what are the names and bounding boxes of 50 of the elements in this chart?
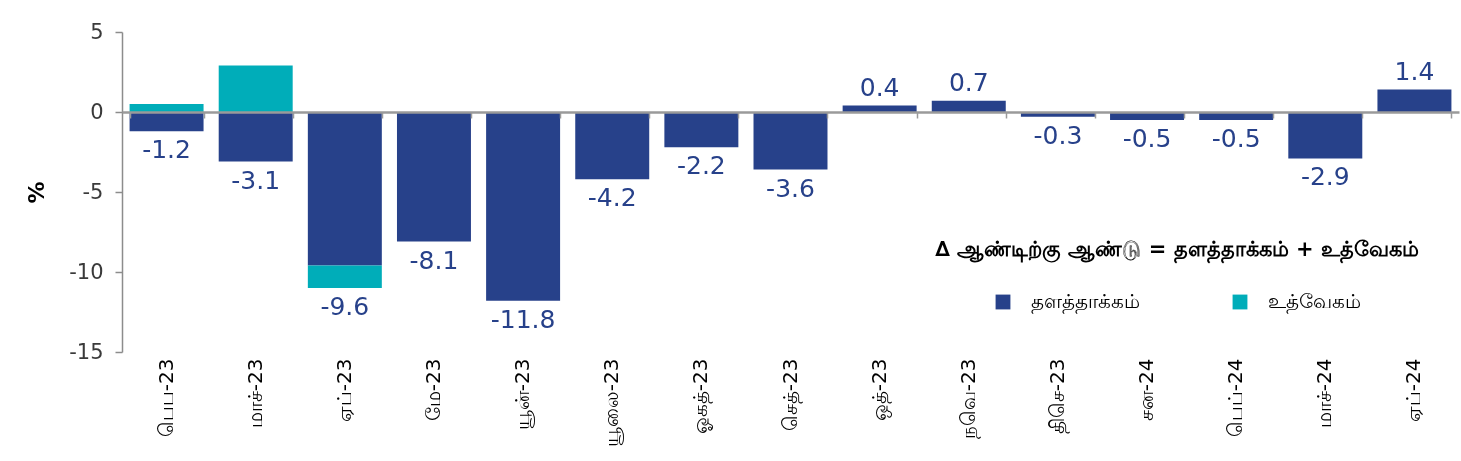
x-tick-label: மாச்-23 [242, 358, 267, 429]
data-label: -3.6 [766, 173, 815, 203]
data-label: 0.7 [948, 67, 989, 97]
data-label: -4.2 [587, 183, 637, 213]
legend-label: உத்வேகம் [1268, 289, 1361, 314]
data-label: -0.5 [1122, 124, 1172, 153]
data-label: -1.2 [142, 135, 191, 165]
data-label: -3.1 [231, 165, 281, 195]
data-label: -8.1 [409, 245, 459, 275]
bar [1288, 112, 1363, 159]
x-tick-label: யூலை-23 [599, 358, 625, 448]
x-tick-label: பெப்-24 [1223, 358, 1248, 438]
y-tick-label: -10 [69, 259, 104, 284]
y-tick-label: 5 [90, 19, 104, 44]
x-tick-label: திசெ-23 [1044, 358, 1070, 435]
data-label: 0.4 [859, 72, 900, 102]
x-tick-label: சன-24 [1134, 358, 1159, 422]
x-tick-label: நவெ-23 [955, 358, 981, 440]
bar [486, 112, 561, 301]
bar [1377, 89, 1452, 112]
bar [664, 112, 739, 148]
data-label: -0.3 [1033, 120, 1083, 150]
data-label: -11.8 [490, 304, 556, 334]
y-tick-label: -5 [82, 179, 104, 204]
x-tick-label: மாச்-24 [1312, 358, 1337, 429]
x-tick-label: மே-23 [420, 358, 445, 422]
y-tick-label: 0 [90, 99, 104, 124]
x-tick-label: செத்-23 [777, 358, 803, 432]
legend-title: ∆ ஆண்டிற்கு ஆண்டு = தளத்தாக்கம் + உத்வேகம் [935, 237, 1419, 264]
legend-label: தளத்தாக்கம் [1031, 289, 1140, 314]
bar [307, 265, 382, 288]
y-tick-label: -15 [69, 339, 104, 364]
bar [218, 112, 293, 162]
y-axis-title: % [24, 181, 50, 204]
x-tick-label: ஏப்-24 [1401, 358, 1426, 423]
x-tick-label: பெப-23 [153, 358, 178, 438]
x-tick-label: ஓகத்-23 [688, 358, 714, 435]
data-label: -0.5 [1211, 124, 1261, 153]
data-label: -2.2 [676, 151, 726, 181]
data-label: 1.4 [1394, 56, 1435, 86]
bar [307, 112, 382, 266]
bar [218, 65, 293, 112]
data-label: -2.9 [1300, 162, 1350, 192]
data-label: -9.6 [320, 292, 370, 321]
x-tick-label: ஒத்-23 [866, 358, 892, 422]
bar [396, 112, 471, 242]
bar [753, 112, 828, 170]
x-tick-label: யூன்-23 [510, 358, 536, 431]
x-tick-label: ஏப்-23 [331, 358, 356, 423]
bar [575, 112, 650, 180]
